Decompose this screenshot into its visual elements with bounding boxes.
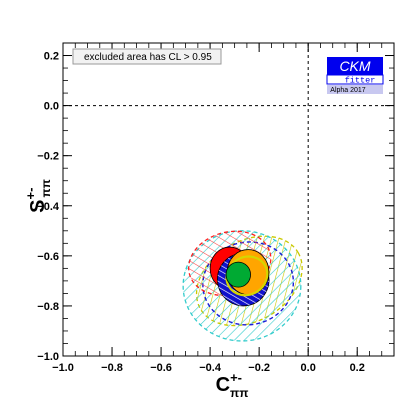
plot-frame [62, 42, 395, 357]
x-tick-label: −1.0 [52, 362, 74, 374]
y-axis-title-main: S [27, 199, 49, 212]
confidence-regions [182, 230, 303, 342]
y-tick-label: −0.4 [37, 201, 60, 213]
y-tick-label: 0.2 [44, 51, 59, 63]
logo-tag: Alpha 2017 [330, 87, 366, 94]
ckmfitter-logo: CKM fitter Alpha 2017 [326, 57, 384, 94]
y-tick-label: −1.0 [37, 351, 59, 363]
x-tick-label: −0.2 [248, 362, 270, 374]
svg-text:C+-ππ: C+-ππ [216, 370, 249, 400]
logo-title: CKM [339, 58, 370, 74]
y-tick-label: −0.6 [37, 251, 59, 263]
y-tick-label: 0.0 [44, 101, 59, 113]
y-axis-title-subscript: ππ [39, 179, 53, 197]
x-axis-title-superscript: +- [230, 370, 242, 385]
annotation-text: excluded area has CL > 0.95 [84, 52, 212, 63]
x-tick-label: −0.8 [101, 362, 123, 374]
x-tick-label: −0.4 [199, 362, 222, 374]
annotation-box: excluded area has CL > 0.95 [72, 48, 222, 65]
x-axis-title: C+-ππ [216, 370, 249, 400]
x-tick-label: −0.6 [150, 362, 172, 374]
y-tick-label: −0.8 [37, 301, 59, 313]
region-yellow-outline [225, 255, 269, 297]
region-green-filled [225, 261, 251, 288]
x-axis-title-subscript: ππ [230, 386, 248, 400]
logo-subtitle: fitter [345, 76, 376, 86]
x-tick-label: 0.0 [301, 362, 316, 374]
y-axis-title: S+-ππ [23, 179, 53, 213]
x-tick-label: 0.2 [350, 362, 365, 374]
y-tick-label: −0.2 [37, 151, 59, 163]
svg-text:S+-ππ: S+-ππ [23, 179, 53, 213]
y-axis-title-superscript: +- [23, 188, 38, 200]
x-axis-title-main: C [216, 374, 230, 396]
axis-ticks: −1.0 −0.8 −0.6 −0.4 −0.2 0.0 0.2 −1.0 −0.8 −0.6 −0… [37, 42, 395, 374]
